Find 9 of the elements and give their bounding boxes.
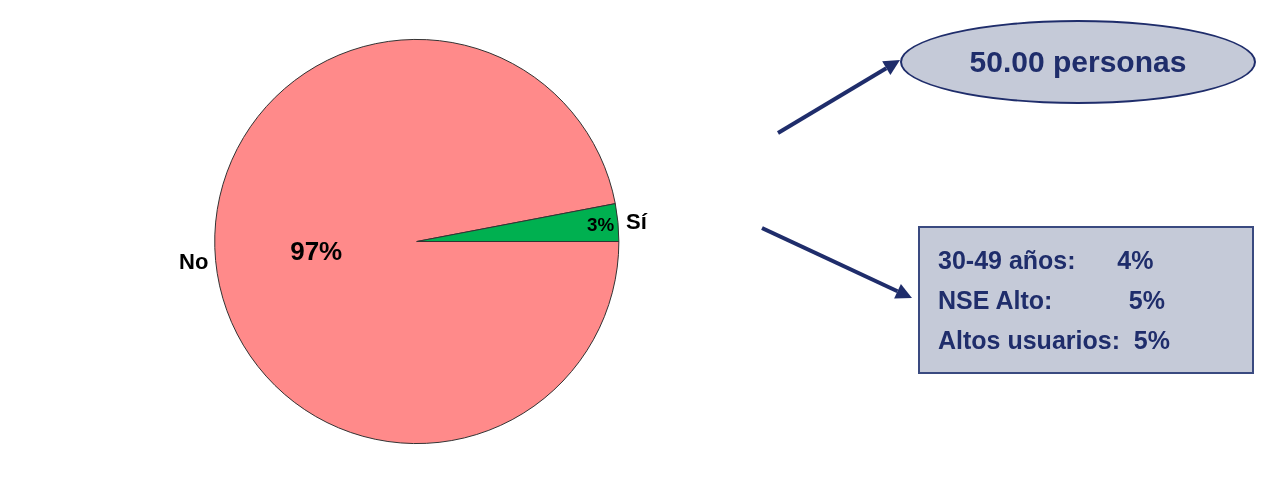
text: 30-49 años: 4% [938,245,1155,276]
pie-slice [214,39,620,445]
slice-label: Sí [626,209,648,234]
text: NSE Alto: 5% [938,285,1166,316]
data-label: 97% [290,236,343,267]
slice-label: No [179,249,209,274]
text: 50.00 personas [900,20,1256,104]
data-label: 3% [587,213,615,235]
text: Altos usuarios: 5% [938,325,1171,356]
